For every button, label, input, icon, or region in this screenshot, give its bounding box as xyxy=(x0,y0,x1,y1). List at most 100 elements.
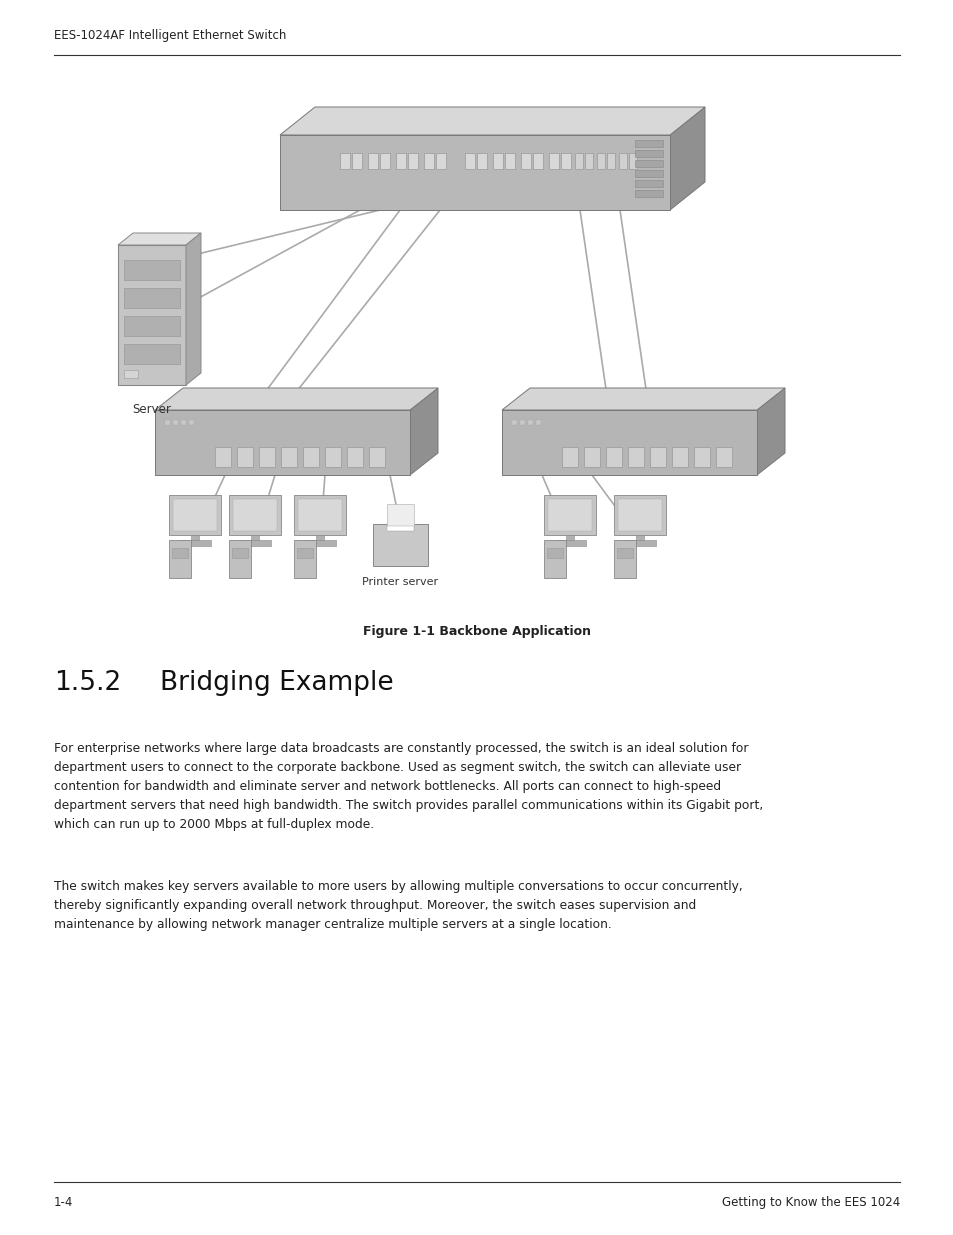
Bar xyxy=(635,140,662,147)
Text: Printer server: Printer server xyxy=(361,577,437,587)
Text: Figure 1-1 Backbone Application: Figure 1-1 Backbone Application xyxy=(363,625,590,638)
Bar xyxy=(154,410,410,475)
Bar xyxy=(423,153,434,169)
Bar xyxy=(169,495,221,535)
Bar xyxy=(296,548,313,558)
Bar xyxy=(649,447,665,467)
Bar xyxy=(239,540,271,546)
Bar xyxy=(233,499,276,531)
Bar xyxy=(635,180,662,186)
Bar xyxy=(379,153,390,169)
Text: Getting to Know the EES 1024: Getting to Know the EES 1024 xyxy=(721,1195,899,1209)
Bar xyxy=(387,526,414,531)
Bar xyxy=(512,420,517,425)
Bar xyxy=(504,153,515,169)
Bar xyxy=(294,540,315,578)
Bar xyxy=(533,153,542,169)
Bar xyxy=(635,161,662,167)
Bar xyxy=(369,447,385,467)
Text: The switch makes key servers available to more users by allowing multiple conver: The switch makes key servers available t… xyxy=(54,881,742,931)
Bar xyxy=(501,410,757,475)
Bar xyxy=(716,447,731,467)
Bar xyxy=(169,540,191,578)
Bar xyxy=(258,447,274,467)
Bar xyxy=(617,548,633,558)
Text: 1.5.2: 1.5.2 xyxy=(54,671,121,697)
Bar xyxy=(584,153,593,169)
Bar xyxy=(614,540,636,578)
Bar xyxy=(395,153,406,169)
Bar xyxy=(520,153,531,169)
Bar xyxy=(597,153,604,169)
Bar xyxy=(527,420,533,425)
Bar xyxy=(181,420,186,425)
Polygon shape xyxy=(669,107,704,210)
Bar xyxy=(635,170,662,177)
Bar xyxy=(236,447,253,467)
Polygon shape xyxy=(186,233,201,385)
Bar xyxy=(339,153,350,169)
Text: Bridging Example: Bridging Example xyxy=(160,671,394,697)
Bar xyxy=(583,447,599,467)
Bar xyxy=(554,540,585,546)
Bar xyxy=(436,153,446,169)
Bar xyxy=(623,540,656,546)
Bar xyxy=(124,316,180,336)
Text: 1-4: 1-4 xyxy=(54,1195,73,1209)
Bar xyxy=(172,420,178,425)
Bar xyxy=(408,153,417,169)
Polygon shape xyxy=(410,388,437,475)
Bar xyxy=(636,535,643,540)
Bar xyxy=(294,495,346,535)
Bar xyxy=(303,447,318,467)
Bar xyxy=(347,447,363,467)
Bar xyxy=(635,149,662,157)
Bar xyxy=(165,420,170,425)
Bar xyxy=(546,548,562,558)
Bar xyxy=(493,153,502,169)
Bar xyxy=(618,153,626,169)
Bar xyxy=(548,153,558,169)
Bar xyxy=(214,447,231,467)
Bar xyxy=(464,153,475,169)
Bar xyxy=(172,548,188,558)
Bar xyxy=(547,499,592,531)
Bar xyxy=(605,447,621,467)
Bar xyxy=(561,447,578,467)
Bar xyxy=(315,535,324,540)
Bar xyxy=(251,535,258,540)
Bar xyxy=(606,153,615,169)
Text: For enterprise networks where large data broadcasts are constantly processed, th: For enterprise networks where large data… xyxy=(54,742,762,831)
Bar xyxy=(124,370,138,378)
Bar xyxy=(614,495,665,535)
Bar xyxy=(229,540,251,578)
Bar xyxy=(543,540,565,578)
Bar xyxy=(172,499,216,531)
Bar xyxy=(671,447,687,467)
Bar xyxy=(191,535,199,540)
Bar xyxy=(618,499,661,531)
Polygon shape xyxy=(280,107,704,135)
Bar xyxy=(368,153,377,169)
Bar xyxy=(373,524,428,566)
Text: EES-1024AF Intelligent Ethernet Switch: EES-1024AF Intelligent Ethernet Switch xyxy=(54,28,286,42)
Bar xyxy=(280,135,669,210)
Polygon shape xyxy=(501,388,784,410)
Bar xyxy=(536,420,540,425)
Bar xyxy=(124,345,180,364)
Bar xyxy=(575,153,582,169)
Bar xyxy=(297,499,341,531)
Bar xyxy=(628,153,637,169)
Bar xyxy=(189,420,193,425)
Bar xyxy=(118,245,186,385)
Bar xyxy=(565,535,574,540)
Polygon shape xyxy=(118,233,201,245)
Bar xyxy=(476,153,486,169)
Polygon shape xyxy=(757,388,784,475)
Bar xyxy=(124,261,180,280)
Bar xyxy=(124,288,180,308)
Bar xyxy=(232,548,248,558)
Bar xyxy=(281,447,296,467)
Bar xyxy=(693,447,709,467)
Polygon shape xyxy=(154,388,437,410)
